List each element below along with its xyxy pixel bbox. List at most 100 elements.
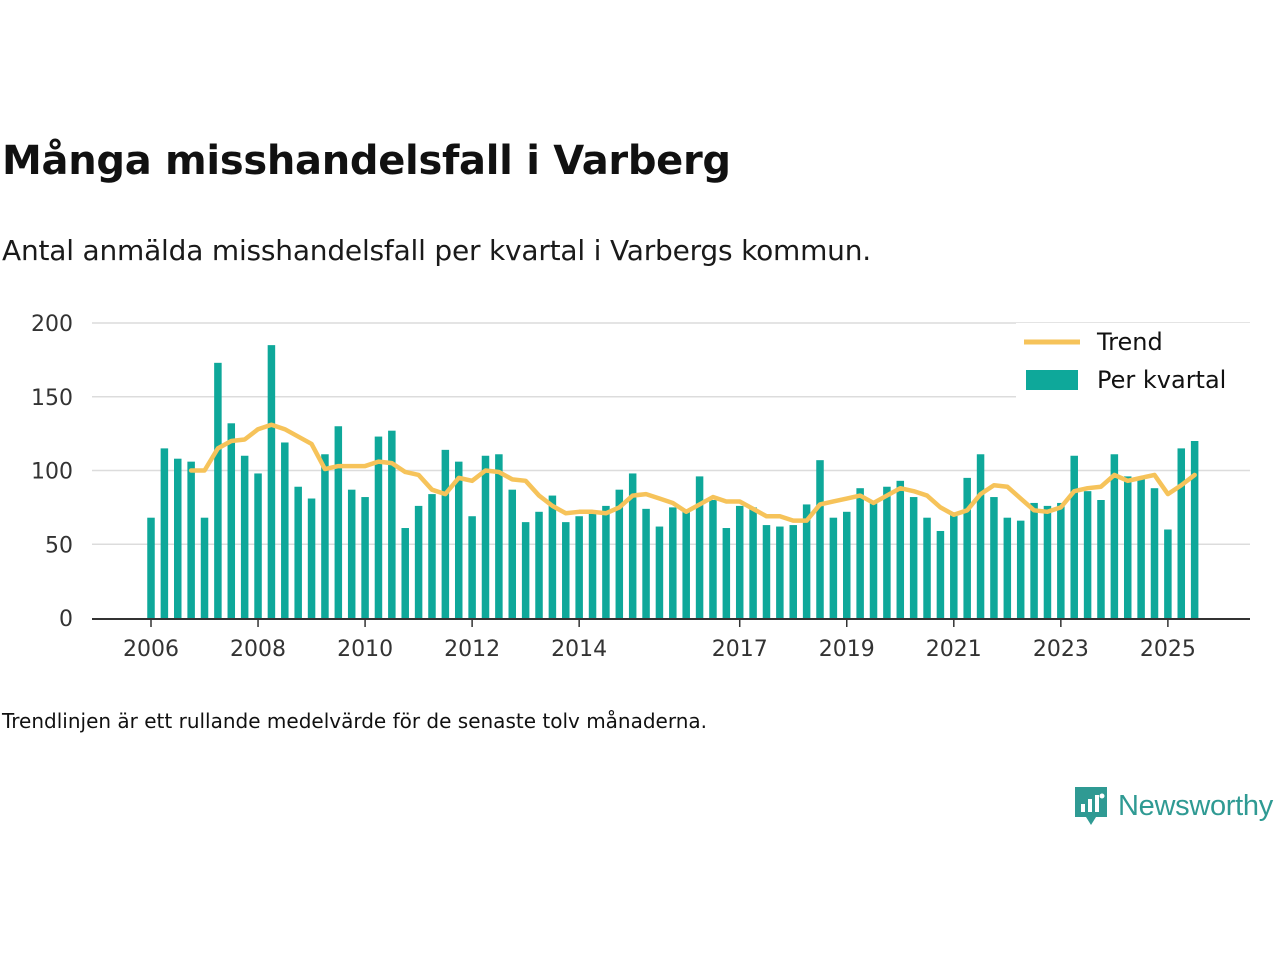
bar [214, 362, 222, 618]
bar [1137, 477, 1145, 619]
bar [1003, 517, 1012, 618]
bar [575, 516, 583, 618]
y-tick-label: 100 [31, 460, 73, 485]
bar [321, 454, 329, 618]
x-tick-label: 2006 [123, 637, 179, 662]
newsworthy-logo-icon [1075, 787, 1107, 825]
bar [963, 477, 971, 619]
bar [936, 530, 945, 618]
bar [923, 517, 931, 618]
legend-trend-label: Trend [1096, 328, 1163, 356]
bar [334, 426, 343, 618]
x-tick-label: 2008 [230, 637, 286, 662]
legend-bars-swatch [1026, 370, 1078, 390]
x-tick-label: 2012 [444, 637, 500, 662]
trend-line [188, 422, 1197, 523]
bar-series [147, 345, 1199, 619]
bar [441, 449, 450, 618]
bar [548, 495, 557, 618]
bar [294, 486, 302, 618]
bar [722, 528, 731, 618]
bar [521, 522, 530, 619]
bar [642, 508, 650, 618]
bar [869, 502, 878, 618]
bar [1110, 454, 1119, 618]
x-tick-label: 2019 [819, 637, 875, 662]
legend: Trend Per kvartal [1016, 323, 1250, 399]
bar [695, 476, 704, 618]
bar [816, 460, 824, 618]
bar [562, 522, 570, 619]
bar [200, 517, 209, 618]
bar [147, 517, 155, 618]
bar [428, 494, 436, 618]
bar [508, 489, 517, 618]
bar [174, 458, 182, 618]
bar [655, 526, 664, 618]
bar [950, 514, 958, 618]
bar [240, 455, 249, 618]
legend-bars-label: Per kvartal [1097, 366, 1226, 394]
y-tick-label: 200 [31, 312, 73, 337]
bar [829, 517, 838, 618]
bar [454, 461, 463, 618]
bar [1123, 476, 1132, 618]
y-tick-label: 0 [59, 607, 73, 632]
bar [776, 526, 784, 618]
x-tick-label: 2021 [926, 637, 982, 662]
bar [709, 500, 717, 618]
bar-line-chart: 0 50 100 150 200 2006 2008 2010 2012 2014 2017 201… [31, 312, 1250, 662]
x-axis-ticks: 2006 2008 2010 2012 2014 2017 2019 2021 2023 2025 [123, 619, 1196, 662]
bar [1057, 502, 1065, 618]
bar [495, 454, 503, 618]
bar [602, 505, 610, 618]
bar [735, 505, 744, 618]
bar [481, 455, 490, 618]
y-axis-ticks: 0 50 100 150 200 [31, 312, 73, 632]
bar [1083, 491, 1092, 618]
x-tick-label: 2025 [1140, 637, 1196, 662]
chart-subtitle: Antal anmälda misshandelsfall per kvarta… [2, 234, 871, 267]
chart-title: Många misshandelsfall i Varberg [2, 138, 731, 184]
x-tick-label: 2017 [712, 637, 768, 662]
bar [388, 430, 396, 618]
brand-name: Newsworthy [1118, 789, 1273, 822]
bar [1190, 441, 1199, 618]
bar [1030, 502, 1038, 618]
bar [896, 480, 905, 618]
bar [843, 511, 851, 618]
bar [1150, 488, 1159, 618]
bar [789, 525, 797, 618]
x-tick-label: 2014 [551, 637, 607, 662]
bar [361, 497, 369, 618]
bar [347, 489, 356, 618]
bar [1043, 505, 1052, 618]
x-tick-label: 2010 [337, 637, 393, 662]
footnote: Trendlinjen är ett rullande medelvärde f… [2, 709, 708, 733]
bar [187, 461, 195, 618]
bar [160, 448, 169, 619]
bar [374, 436, 383, 618]
bar [254, 473, 262, 618]
bar [628, 473, 637, 618]
bar [762, 525, 771, 618]
bar [669, 507, 677, 619]
bar [1016, 520, 1025, 618]
bar [883, 486, 891, 618]
bar [588, 511, 597, 618]
bar [535, 511, 543, 618]
bar [267, 345, 276, 619]
bar [1097, 500, 1105, 618]
bar [414, 505, 423, 618]
bar [1164, 529, 1172, 618]
bar [1177, 448, 1186, 619]
bar [281, 442, 289, 618]
bar [401, 528, 409, 618]
bar [227, 423, 236, 618]
newsworthy-logo: Newsworthy [1072, 784, 1273, 828]
bar [1070, 455, 1078, 618]
bar [682, 511, 690, 618]
bar [749, 507, 757, 619]
y-tick-label: 50 [45, 533, 73, 558]
bar [976, 454, 985, 618]
